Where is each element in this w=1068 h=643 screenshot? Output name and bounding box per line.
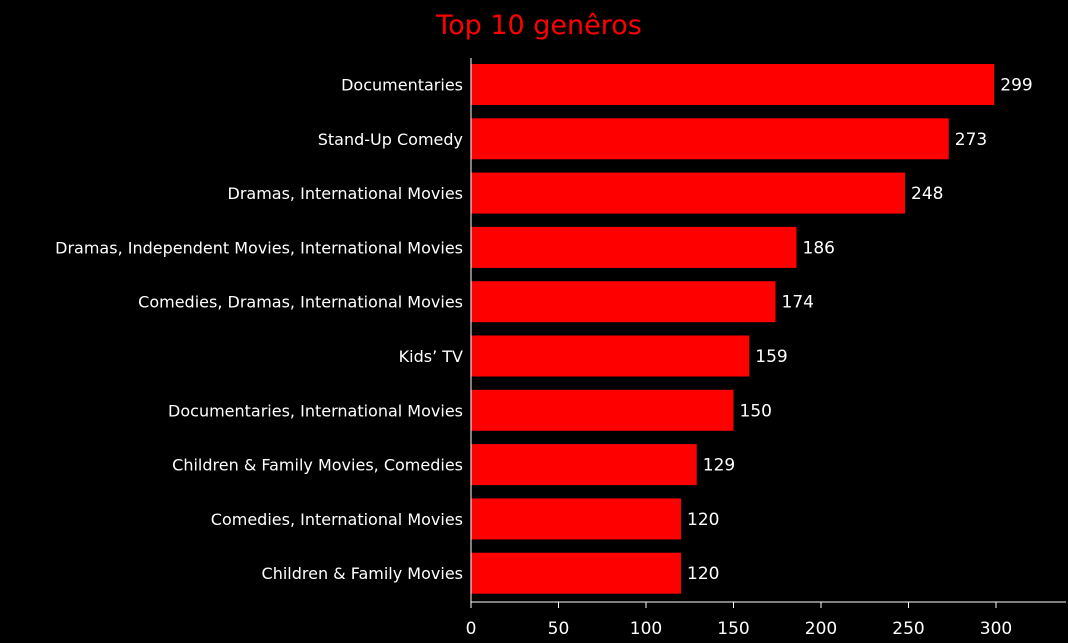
bar-7 <box>471 389 734 431</box>
bar-6 <box>471 335 750 377</box>
x-tick-label-150: 150 <box>717 619 749 639</box>
bar-5 <box>471 281 776 323</box>
value-label-3: 248 <box>911 184 943 204</box>
value-label-4: 186 <box>803 238 835 258</box>
bars-layer: Documentaries 299 Stand-Up Comedy 273 Dramas… <box>55 64 1033 594</box>
category-label-1: Documentaries <box>341 76 463 95</box>
category-label-8: Children & Family Movies, Comedies <box>172 456 463 475</box>
bar-4 <box>471 226 797 268</box>
value-label-9: 120 <box>687 510 719 530</box>
value-label-10: 120 <box>687 564 719 584</box>
value-label-5: 174 <box>782 293 814 313</box>
value-label-7: 150 <box>740 401 772 421</box>
x-tick-label-50: 50 <box>548 619 570 639</box>
x-tick-label-200: 200 <box>805 619 837 639</box>
bar-1 <box>471 64 995 105</box>
category-label-4: Dramas, Independent Movies, Internationa… <box>55 238 463 257</box>
x-tick-label-100: 100 <box>630 619 662 639</box>
category-label-5: Comedies, Dramas, International Movies <box>138 293 463 312</box>
category-label-6: Kids’ TV <box>399 347 463 366</box>
value-label-6: 159 <box>755 347 787 367</box>
bar-8 <box>471 444 697 486</box>
category-label-10: Children & Family Movies <box>262 564 463 583</box>
value-label-1: 299 <box>1000 76 1032 96</box>
category-label-2: Stand-Up Comedy <box>318 130 463 149</box>
bar-2 <box>471 118 949 160</box>
category-label-3: Dramas, International Movies <box>228 184 464 203</box>
bar-10 <box>471 552 681 594</box>
x-tick-label-250: 250 <box>892 619 924 639</box>
x-tick-label-300: 300 <box>980 619 1012 639</box>
bar-9 <box>471 498 681 540</box>
value-label-2: 273 <box>955 130 987 150</box>
x-tick-label-0: 0 <box>466 619 477 639</box>
value-label-8: 129 <box>703 456 735 476</box>
category-label-7: Documentaries, International Movies <box>168 401 463 420</box>
chart-title: Top 10 genêros <box>435 10 642 41</box>
category-label-9: Comedies, International Movies <box>211 510 463 529</box>
bar-3 <box>471 172 905 214</box>
x-axis: 0 50 100 150 200 250 300 <box>466 58 1066 639</box>
